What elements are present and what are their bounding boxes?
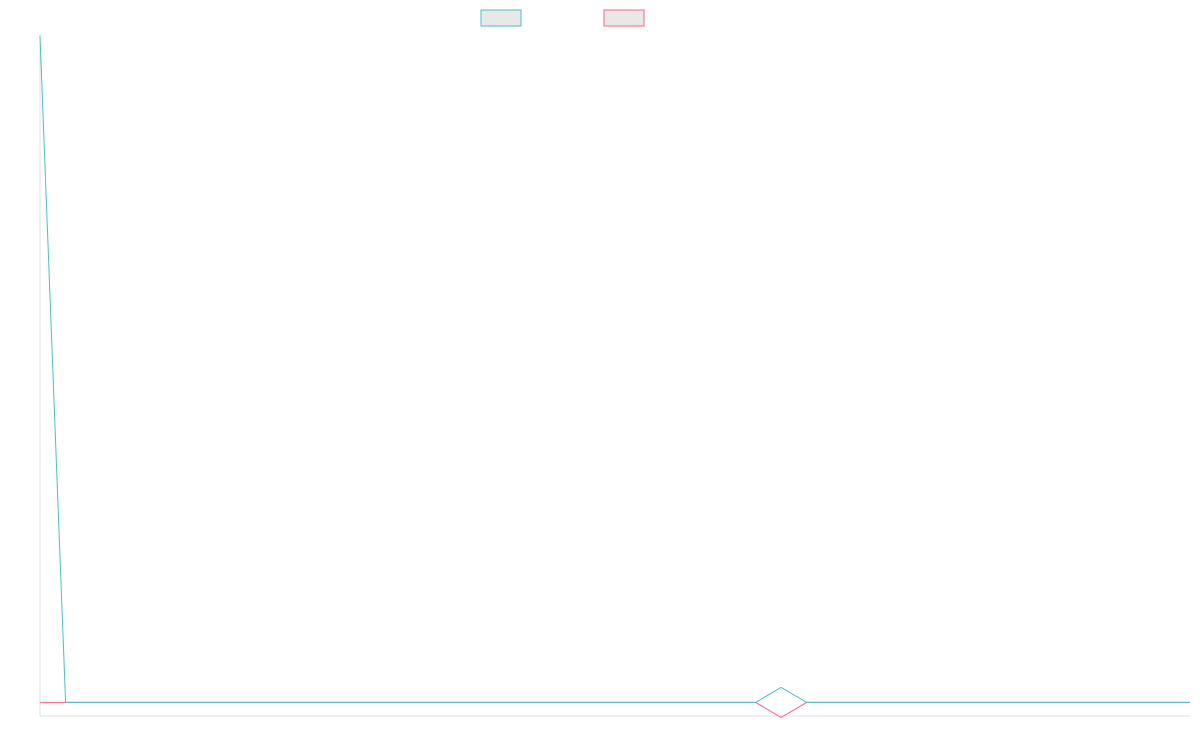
axes <box>39 34 1190 717</box>
legend <box>480 9 645 27</box>
series-line-2 <box>40 701 1190 718</box>
series-line-1 <box>39 35 1190 703</box>
legend-swatch-1[interactable] <box>480 9 522 27</box>
series-group <box>39 35 1190 718</box>
legend-swatch-2[interactable] <box>603 9 645 27</box>
